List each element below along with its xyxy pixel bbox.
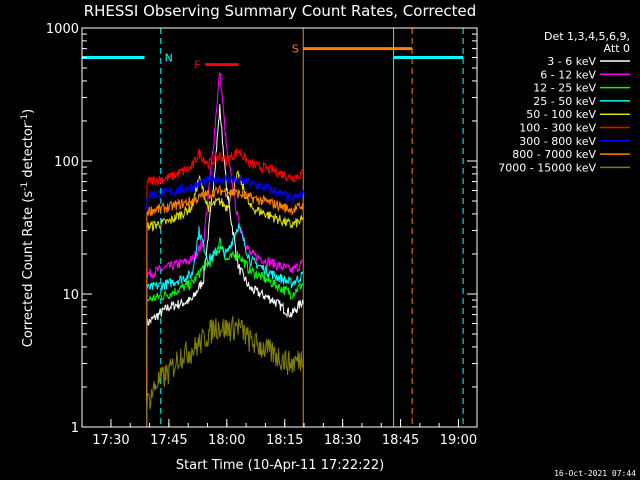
y-tick-label: 1 [71,421,79,436]
legend-entry-label: 300 - 800 keV [519,135,596,148]
series-line [146,184,304,427]
chart-title: RHESSI Observing Summary Count Rates, Co… [84,2,477,20]
y-tick-label: 1000 [46,22,79,37]
x-tick-label: 18:00 [208,433,245,448]
legend-entry-label: 7000 - 15000 keV [498,161,596,174]
y-label-part2: detector [21,122,36,182]
plot-area: N F S [81,28,464,427]
legend-entry-label: 800 - 7000 keV [512,148,596,161]
interval-label: F [194,59,200,72]
x-tick-label: 17:30 [92,433,129,448]
x-tick-label: 18:30 [324,433,361,448]
x-tick-label: 19:00 [440,433,477,448]
legend-entry-label: 50 - 100 keV [526,108,596,121]
y-tick-label: 10 [62,288,79,303]
series-line [146,236,304,427]
series-line [146,315,304,427]
legend-entry-label: 3 - 6 keV [547,55,596,68]
legend-header-attenuator: Att 0 [604,42,630,55]
y-label-sup2: -1 [20,114,30,123]
legend-entry-label: 25 - 50 keV [533,95,596,108]
x-axis: 17:30 17:45 18:00 18:15 18:30 18:45 19:00 [92,419,477,448]
y-label-part1: Corrected Count Rate (s [21,191,36,348]
interval-label: S [292,43,299,56]
series-line [146,147,304,427]
x-axis-label: Start Time (10-Apr-11 17:22:22) [176,458,384,473]
legend-entry-label: 100 - 300 keV [519,122,596,135]
series-line [146,72,304,427]
x-tick-label: 17:45 [150,433,187,448]
series-line [146,104,304,427]
series-line [146,223,304,427]
legend-entry-label: 6 - 12 keV [540,68,596,81]
x-tick-label: 18:45 [382,433,419,448]
y-label-sup1: -1 [20,182,30,191]
x-tick-label: 18:15 [266,433,303,448]
y-axis-label: Corrected Count Rate (s-1 detector-1) [20,109,36,347]
legend-header-detectors: Det 1,3,4,5,6,9, [544,30,630,43]
y-label-part3: ) [21,109,36,114]
y-axis: 1 10 100 1000 [46,22,477,436]
interval-label: N [165,52,173,65]
series-line [146,170,304,427]
legend-entry-label: 12 - 25 keV [533,82,596,95]
footer-date: 16-Oct-2021 07:44 [554,469,636,478]
y-tick-label: 100 [54,155,79,170]
series-line [146,173,304,427]
plot-frame [81,27,478,428]
